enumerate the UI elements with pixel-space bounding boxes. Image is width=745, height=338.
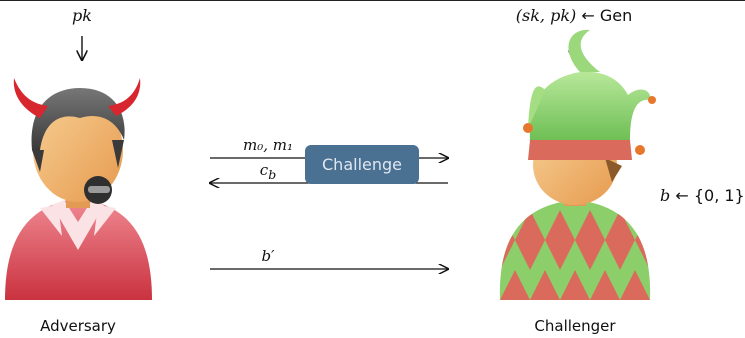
jester-avatar-icon (499, 29, 656, 300)
challenger-bit-label: b ← {0, 1} (660, 186, 745, 205)
challenger-input-arrow: ← (581, 6, 595, 25)
challenger-input-rhs: Gen (599, 6, 633, 25)
final-guess-label: b′ (261, 247, 275, 265)
challenger-bit-lhs: b (660, 186, 671, 205)
msg-to-challenger-label: m₀, m₁ (242, 136, 294, 154)
challenger-input-lhs: (sk, pk) (515, 6, 577, 25)
adversary-input-label: pk (72, 6, 92, 25)
challenger-bit-set: {0, 1} (693, 186, 745, 205)
challenger-input-label: (sk, pk) ← Gen (516, 6, 632, 25)
adversary-caption: Adversary (40, 317, 116, 335)
subscript: b (268, 167, 277, 182)
challenge-box: Challenge (305, 145, 419, 184)
challenger-bit-arrow: ← (675, 186, 689, 205)
challenger-caption: Challenger (534, 317, 616, 335)
devil-avatar-icon (5, 78, 152, 300)
top-rule (0, 0, 745, 1)
msg-to-adversary-label: cb (259, 161, 277, 182)
challenge-box-label: Challenge (322, 155, 402, 174)
